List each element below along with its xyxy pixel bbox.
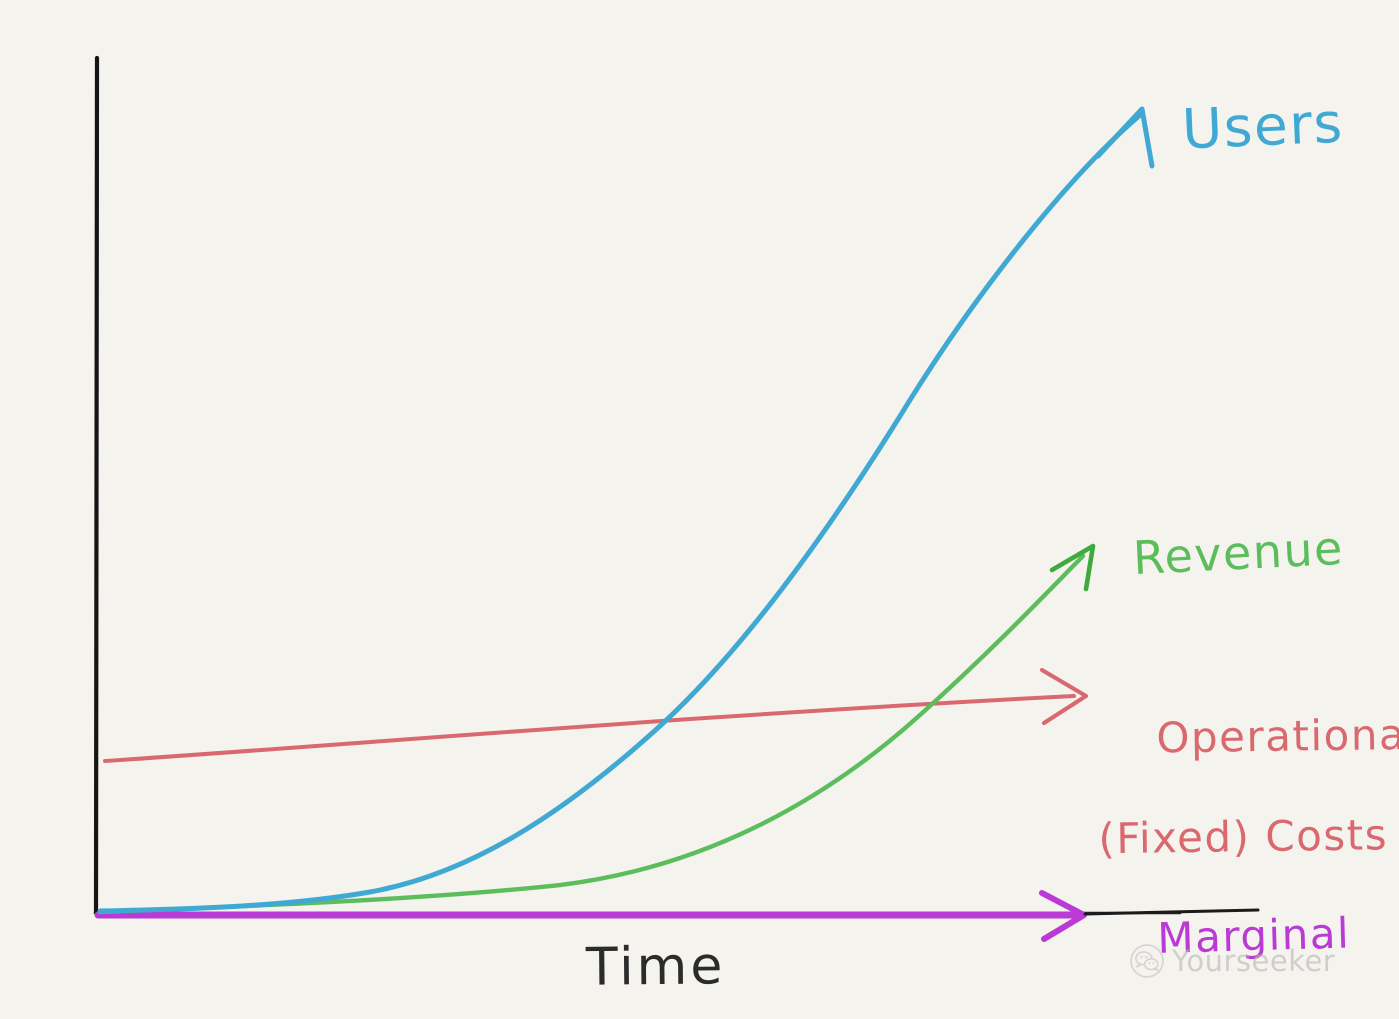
axis-group [93, 55, 1182, 915]
series-revenue [97, 543, 1096, 915]
revenue-arrowhead [1049, 543, 1096, 592]
marginal-label-underline [1083, 908, 1260, 916]
operational-costs-line [103, 694, 1076, 763]
y-axis [93, 55, 100, 915]
operational-costs-arrowhead [1039, 667, 1089, 726]
revenue-curve [97, 553, 1086, 915]
series-users [97, 106, 1155, 914]
users-curve [97, 113, 1142, 914]
users-arrowhead [1095, 106, 1155, 169]
series-marginal-costs [94, 890, 1087, 942]
series-operational-costs [103, 667, 1089, 763]
